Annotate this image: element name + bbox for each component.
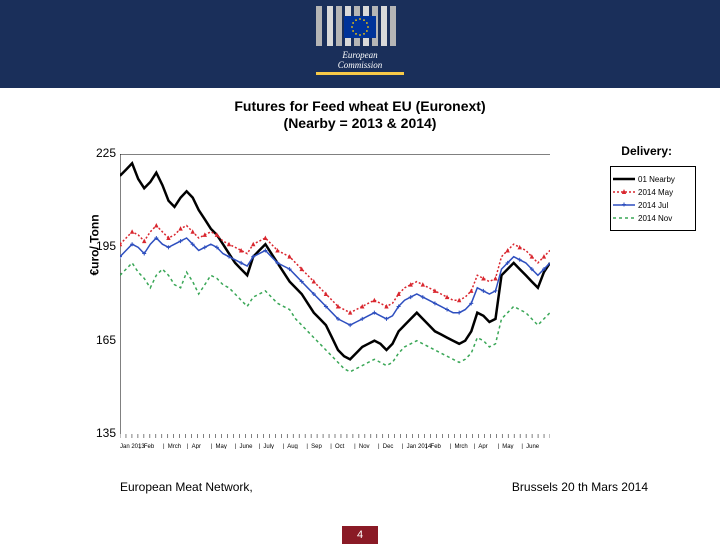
svg-text:|: | [354, 444, 356, 449]
svg-text:|: | [282, 444, 284, 449]
svg-text:Jan 2014: Jan 2014 [407, 444, 432, 449]
legend-item: 2014 May [613, 187, 693, 197]
legend: 01 Nearby 2014 May 2014 Jul 2014 Nov [610, 166, 696, 231]
svg-text:Dec: Dec [383, 444, 394, 449]
svg-text:Feb: Feb [431, 444, 442, 449]
header-bar: European Commission [0, 0, 720, 88]
delivery-label: Delivery: [621, 144, 672, 158]
chart-plot-area: Jan 2013Feb|Mrch|Apr|May|June|July|Aug|S… [120, 154, 550, 434]
ec-logo: European Commission [316, 6, 404, 82]
svg-text:Feb: Feb [144, 444, 155, 449]
svg-text:|: | [306, 444, 308, 449]
svg-text:|: | [235, 444, 237, 449]
svg-text:June: June [526, 444, 540, 449]
svg-text:Commission: Commission [338, 60, 383, 70]
svg-text:|: | [259, 444, 261, 449]
svg-text:Sep: Sep [311, 444, 322, 449]
footer-right: Brussels 20 th Mars 2014 [512, 480, 648, 494]
svg-text:Jan 2013: Jan 2013 [120, 444, 145, 449]
svg-text:Mrch: Mrch [454, 444, 467, 449]
chart-title-line1: Futures for Feed wheat EU (Euronext) [234, 98, 485, 114]
svg-text:|: | [474, 444, 476, 449]
svg-text:Aug: Aug [287, 444, 298, 449]
svg-text:Mrch: Mrch [168, 444, 181, 449]
chart-title: Futures for Feed wheat EU (Euronext) (Ne… [0, 98, 720, 132]
svg-text:Nov: Nov [359, 444, 370, 449]
legend-label: 01 Nearby [638, 175, 675, 184]
svg-text:|: | [330, 444, 332, 449]
svg-text:|: | [402, 444, 404, 449]
svg-text:|: | [450, 444, 452, 449]
legend-item: 01 Nearby [613, 174, 693, 184]
svg-text:|: | [497, 444, 499, 449]
y-tick: 165 [80, 333, 116, 347]
y-tick: 135 [80, 426, 116, 440]
y-tick: 225 [80, 146, 116, 160]
svg-text:May: May [216, 444, 227, 449]
svg-text:Apr: Apr [478, 444, 487, 449]
legend-label: 2014 May [638, 188, 673, 197]
svg-text:Oct: Oct [335, 444, 345, 449]
footer-left: European Meat Network, [120, 480, 253, 494]
svg-text:Apr: Apr [192, 444, 201, 449]
svg-text:June: June [239, 444, 253, 449]
svg-text:|: | [211, 444, 213, 449]
legend-item: 2014 Nov [613, 213, 693, 223]
legend-item: 2014 Jul [613, 200, 693, 210]
svg-text:May: May [502, 444, 513, 449]
svg-text:European: European [341, 50, 378, 60]
legend-label: 2014 Nov [638, 214, 672, 223]
svg-text:|: | [521, 444, 523, 449]
page-number: 4 [342, 526, 378, 544]
y-tick: 195 [80, 239, 116, 253]
chart-title-line2: (Nearby = 2013 & 2014) [284, 115, 437, 131]
legend-label: 2014 Jul [638, 201, 668, 210]
svg-text:|: | [163, 444, 165, 449]
slide-body: Futures for Feed wheat EU (Euronext) (Ne… [0, 98, 720, 550]
svg-text:July: July [263, 444, 274, 449]
svg-text:|: | [378, 444, 380, 449]
svg-text:|: | [187, 444, 189, 449]
